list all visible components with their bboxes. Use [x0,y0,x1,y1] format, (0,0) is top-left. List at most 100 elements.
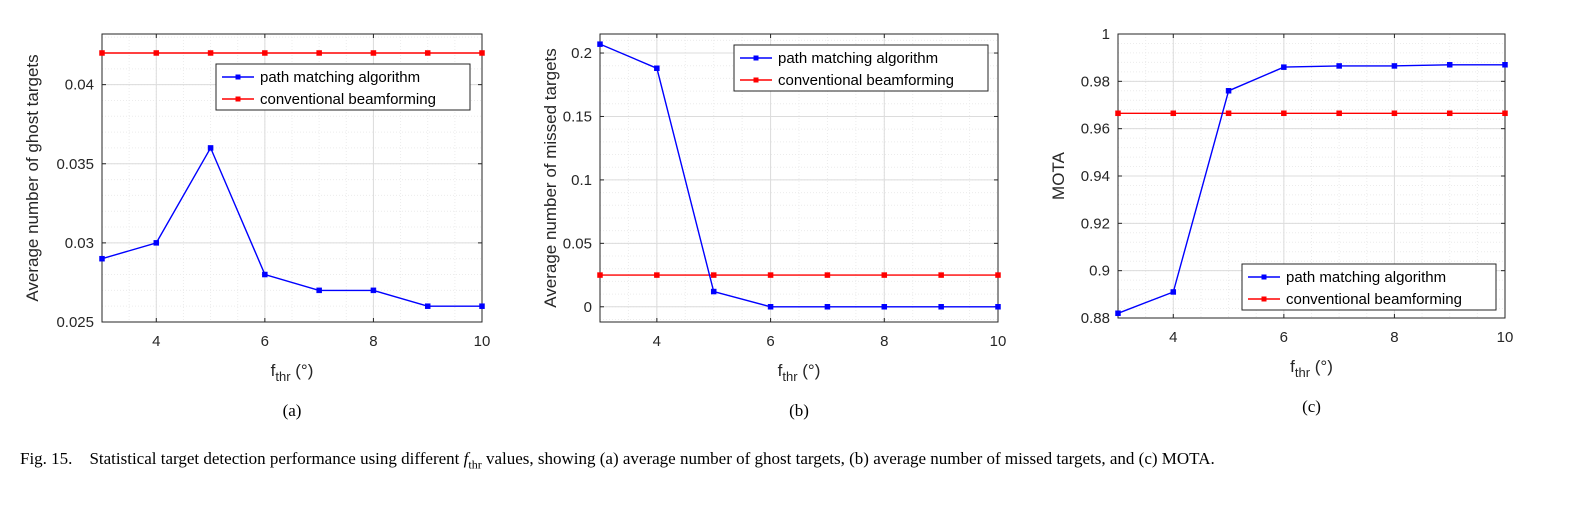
caption-symbol: fthr [463,449,482,472]
data-point-marker [1115,110,1121,117]
legend-marker-sample [753,77,759,83]
x-axis-label-base: f [271,361,276,380]
data-point-marker [479,303,485,309]
x-axis-label-base: f [778,361,783,380]
series-line-path-matching [599,43,998,308]
y-tick-label: 0.05 [563,235,592,252]
data-point-marker [316,50,322,56]
chart-panel-a: 4 6 8 10 0.025 0.03 0.035 0.04 Average number of… [23,33,491,420]
x-tick-label: 6 [1280,329,1288,346]
data-point-marker [99,255,105,262]
plot-area-frame [599,33,999,323]
x-axis-label-unit: (°) [798,361,821,380]
x-tick-label: 10 [1497,329,1514,346]
data-point-marker [824,304,831,310]
x-axis-label-sub: thr [782,369,798,384]
legend: path matching algorithm conventional beam… [1241,263,1497,311]
data-point-marker [597,272,603,278]
plot-area-frame [101,33,483,323]
legend-entry-label: conventional beamforming [778,72,954,89]
data-point-marker [1391,63,1398,69]
legend-marker-sample [235,96,241,102]
x-axis-label-unit: (°) [1310,357,1333,376]
legend-entry-label: conventional beamforming [1286,291,1462,308]
y-tick-label: 0 [584,299,592,316]
data-point-marker [881,304,888,310]
data-point-marker [710,288,717,295]
legend-entry-label: path matching algorithm [260,69,420,86]
legend: path matching algorithm conventional beam… [733,44,989,92]
data-point-marker [881,272,888,278]
figure-caption: Fig. 15. Statistical target detection pe… [20,448,1552,475]
data-point-marker [207,145,214,151]
y-axis-label: Average number of ghost targets [23,54,42,301]
data-point-marker [1281,110,1287,117]
data-point-marker [370,287,377,294]
legend-box [215,63,471,111]
data-point-marker [262,50,268,56]
x-tick-label: 10 [990,333,1007,350]
x-tick-label: 8 [880,333,888,350]
data-point-marker [424,50,431,56]
data-point-marker [153,50,160,56]
data-point-marker [710,272,717,278]
data-point-marker [938,304,944,310]
data-point-marker [767,272,774,278]
series-line-path-matching [1117,64,1505,314]
data-point-marker [1225,110,1232,117]
y-tick-label: 0.1 [571,172,592,189]
data-point-marker [1336,110,1342,117]
data-point-marker [1502,62,1508,68]
x-axis-label: fthr (°) [271,361,314,384]
data-point-marker [316,287,322,294]
chart-panel-b: 4 6 8 10 0 0.05 0.1 0.15 0.2 Average number of mi… [541,33,1007,420]
data-point-marker [1281,64,1287,70]
y-tick-label: 0.025 [56,314,94,331]
data-point-marker [479,50,485,56]
data-point-marker [1225,88,1232,94]
legend: path matching algorithm conventional beam… [215,63,471,111]
data-point-marker [1446,62,1453,68]
data-point-marker [262,271,268,278]
series-line-path-matching [101,146,482,307]
data-point-marker [654,65,660,72]
panel-label: (b) [789,401,809,420]
data-point-marker [767,304,774,310]
y-tick-label: 0.04 [65,77,94,94]
y-tick-label: 0.94 [1081,168,1110,185]
legend-box [733,44,989,92]
x-tick-label: 4 [1169,329,1177,346]
y-tick-label: 0.98 [1081,73,1110,90]
data-point-marker [938,272,944,278]
data-point-marker [153,240,160,246]
x-axis-label: fthr (°) [778,361,821,384]
data-point-marker [207,50,214,56]
data-point-marker [1336,63,1342,69]
panel-label: (c) [1302,397,1321,416]
data-point-marker [1115,310,1121,317]
legend-marker-sample [235,74,241,80]
data-point-marker [597,41,603,47]
y-tick-label: 0.15 [563,108,592,125]
data-point-marker [995,304,1001,310]
y-tick-label: 0.03 [65,235,94,252]
x-tick-label: 4 [653,333,661,350]
x-axis-label-sub: thr [275,369,291,384]
chart-panel-c: 4 6 8 10 0.88 0.9 0.92 0.94 0.96 0.98 1 MOTA fthr (°… [1049,26,1513,416]
y-tick-label: 0.035 [56,156,94,173]
y-tick-label: 0.2 [571,45,592,62]
caption-label: Fig. 15. [20,449,73,468]
x-tick-label: 8 [369,333,377,350]
x-axis-label-sub: thr [1295,365,1311,380]
x-tick-label: 8 [1390,329,1398,346]
x-tick-label: 6 [261,333,269,350]
data-point-marker [995,272,1001,278]
data-point-marker [424,303,431,309]
data-point-marker [99,50,105,56]
legend-marker-sample [1261,296,1267,302]
y-tick-label: 1 [1102,26,1110,43]
y-tick-label: 0.92 [1081,215,1110,232]
x-tick-label: 10 [474,333,491,350]
panel-label: (a) [283,401,302,420]
